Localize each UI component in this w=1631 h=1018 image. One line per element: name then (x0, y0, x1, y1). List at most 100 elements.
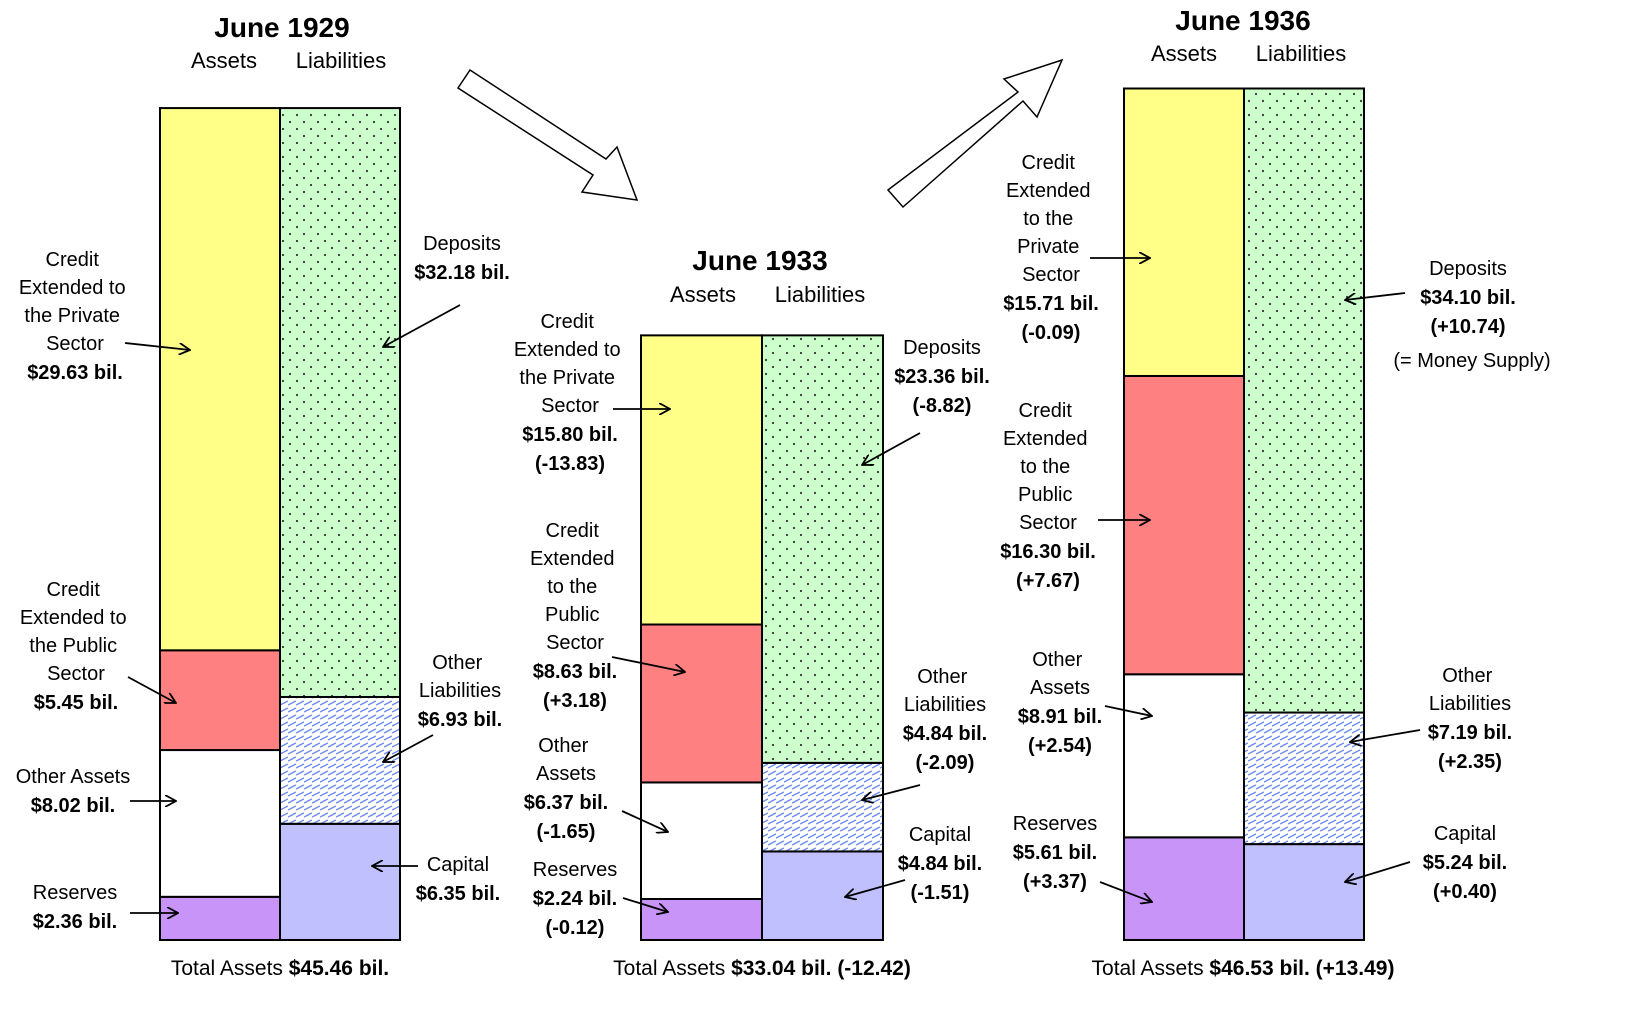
segment (1123, 836, 1245, 941)
segment-name: Credit Extended to the Public Sector (1003, 400, 1093, 534)
name-line: Other (538, 735, 594, 757)
value-label: $15.80 bil. (522, 424, 618, 446)
value-label: $6.93 bil. (418, 709, 503, 731)
name-line: to the (1020, 456, 1076, 478)
total-assets: Total Assets $45.46 bil. (171, 957, 389, 980)
pointer-arrow (622, 897, 668, 912)
name-line: Extended to (19, 277, 131, 299)
segment-name: Capital (427, 854, 489, 876)
value-label: $2.24 bil. (533, 888, 618, 910)
value-label: $6.37 bil. (524, 792, 609, 814)
segment-name: Credit Extended to the Private Sector (19, 249, 131, 355)
name-line: Deposits (423, 233, 501, 255)
value-label: $5.24 bil. (1423, 852, 1508, 874)
value-label: $4.84 bil. (903, 723, 988, 745)
segment-name: Other Assets (536, 735, 596, 785)
name-line: Public (1018, 484, 1078, 506)
change-label: (-1.65) (537, 821, 596, 843)
segment-name: Other Assets (16, 766, 131, 788)
segment-name: Other Liabilities (419, 652, 501, 702)
value-label: $23.36 bil. (894, 366, 990, 388)
annotation: (= Money Supply) (1393, 350, 1550, 372)
flow-arrow (886, 58, 1064, 209)
name-line: Deposits (1429, 258, 1507, 280)
total-label: Total Assets (171, 957, 283, 980)
name-line: Sector (546, 632, 604, 654)
pointer-arrow (383, 304, 461, 347)
name-line: Extended (1003, 428, 1093, 450)
name-line: Other Assets (16, 766, 131, 788)
segment-name: Deposits (423, 233, 501, 255)
flow-arrow (456, 68, 639, 201)
name-line: Liabilities (1429, 693, 1511, 715)
change-label: (-0.12) (546, 917, 605, 939)
value-label: $34.10 bil. (1420, 287, 1516, 309)
change-label: (+0.40) (1433, 881, 1497, 903)
pointer-arrow (127, 676, 176, 703)
value-label: $8.63 bil. (533, 661, 618, 683)
total-change: (-12.42) (837, 957, 911, 980)
total-value: $33.04 bil. (731, 957, 831, 980)
column-header: Assets (670, 282, 736, 307)
total-value: $45.46 bil. (289, 957, 389, 980)
pointer-arrow (845, 879, 906, 897)
segment (159, 895, 281, 942)
change-label: (-2.09) (916, 752, 975, 774)
pointer-arrow (1345, 861, 1411, 882)
pointer-arrow (124, 342, 190, 350)
segment-name: Other Liabilities (1429, 665, 1511, 715)
value-label: $8.02 bil. (31, 795, 116, 817)
total-assets: Total Assets $33.04 bil. (-12.42) (613, 957, 911, 980)
segment-name: Other Liabilities (904, 666, 986, 716)
name-line: Sector (47, 663, 105, 685)
segment (279, 107, 401, 698)
name-line: Liabilities (419, 680, 501, 702)
segment (1123, 374, 1245, 676)
name-line: Credit (546, 520, 605, 542)
name-line: Assets (1030, 677, 1090, 699)
name-line: Credit (47, 579, 106, 601)
name-line: the Private (24, 305, 125, 327)
segment (159, 649, 281, 752)
segment (640, 898, 763, 941)
change-label: (+2.35) (1438, 751, 1502, 773)
name-line: Extended (1006, 180, 1096, 202)
total-assets: Total Assets $46.53 bil. (+13.49) (1092, 957, 1395, 980)
column-header: Liabilities (1256, 41, 1347, 66)
total-label: Total Assets (613, 957, 725, 980)
name-line: Credit (1019, 400, 1078, 422)
name-line: to the (547, 576, 603, 598)
column-header: Assets (191, 48, 257, 73)
name-line: Liabilities (904, 694, 986, 716)
name-line: Reserves (533, 859, 617, 881)
name-line: the Private (519, 367, 620, 389)
segment (761, 334, 884, 764)
value-label: $4.84 bil. (898, 853, 983, 875)
name-line: Sector (1019, 512, 1077, 534)
segment-name: Deposits (903, 337, 981, 359)
total-label: Total Assets (1092, 957, 1204, 980)
name-line: Other (1032, 649, 1088, 671)
name-line: Credit (46, 249, 105, 271)
value-label: $6.35 bil. (416, 883, 501, 905)
name-line: Capital (909, 824, 971, 846)
segment-name: Reserves (1013, 813, 1097, 835)
pointer-arrow (1345, 292, 1406, 300)
segment (1243, 87, 1365, 714)
name-line: Other (1442, 665, 1498, 687)
segment-name: Capital (1434, 823, 1496, 845)
value-label: $32.18 bil. (414, 262, 510, 284)
value-label: $29.63 bil. (27, 362, 123, 384)
total-change: (+13.49) (1316, 957, 1395, 980)
segment (159, 107, 281, 652)
segment-name: Reserves (33, 882, 117, 904)
name-line: Other (432, 652, 488, 674)
segment (640, 781, 763, 901)
pointer-arrow (621, 810, 668, 832)
name-line: Public (545, 604, 605, 626)
pointer-arrow (1104, 705, 1152, 716)
value-label: $2.36 bil. (33, 911, 118, 933)
name-line: Other (917, 666, 973, 688)
name-line: Credit (1022, 152, 1081, 174)
